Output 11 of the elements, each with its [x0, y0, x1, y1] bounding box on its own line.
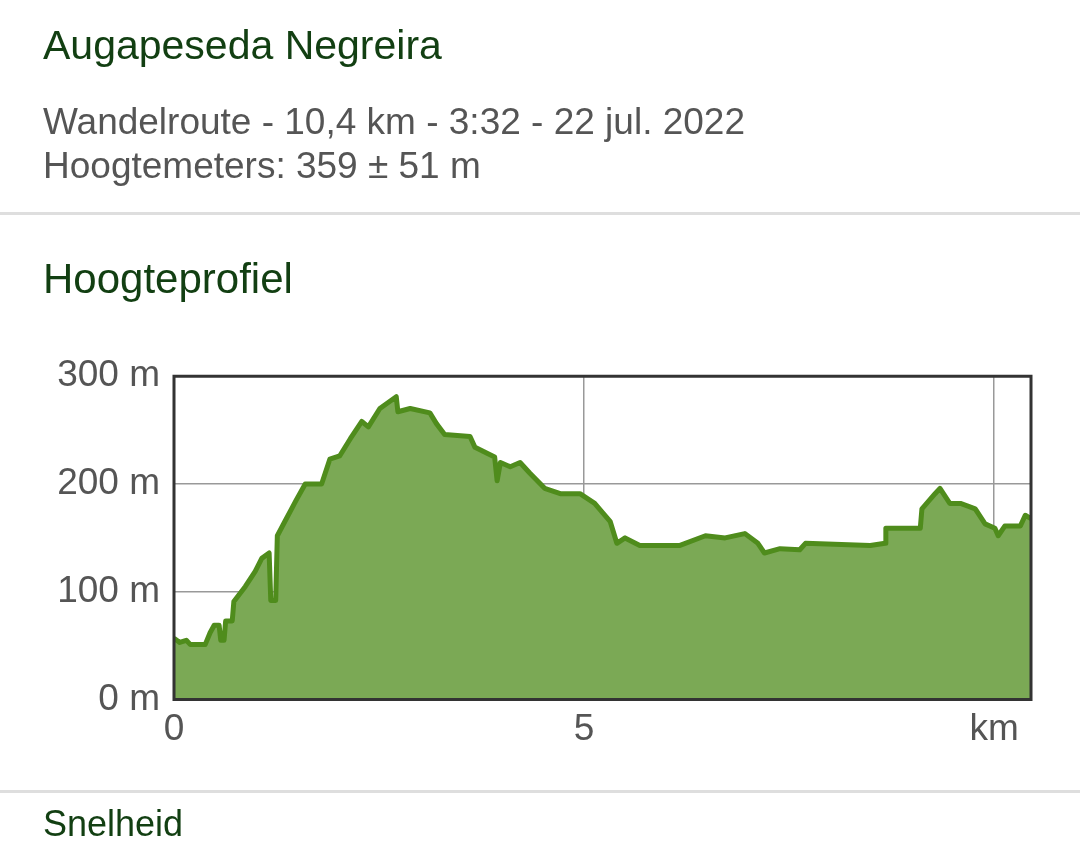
x-tick-label: 5 — [573, 707, 595, 748]
y-tick-label: 0 m — [98, 676, 160, 718]
y-tick-label: 200 m — [57, 461, 160, 503]
text: Snelheid — [43, 803, 184, 845]
chart-subtitle: Wandelroute - 10,4 km - 3:32 - 22 jul. 2022 Hoogtemeters: 359 ± 51 m — [43, 100, 746, 188]
y-tick-label: 300 m — [57, 353, 160, 395]
x-tick-label: 0 — [163, 707, 185, 748]
text: Hoogteprofiel — [43, 255, 293, 303]
chart-title: Augapeseda Negreira — [43, 22, 442, 69]
x-tick-label: km — [969, 707, 1019, 748]
y-tick-label: 100 m — [57, 569, 160, 610]
